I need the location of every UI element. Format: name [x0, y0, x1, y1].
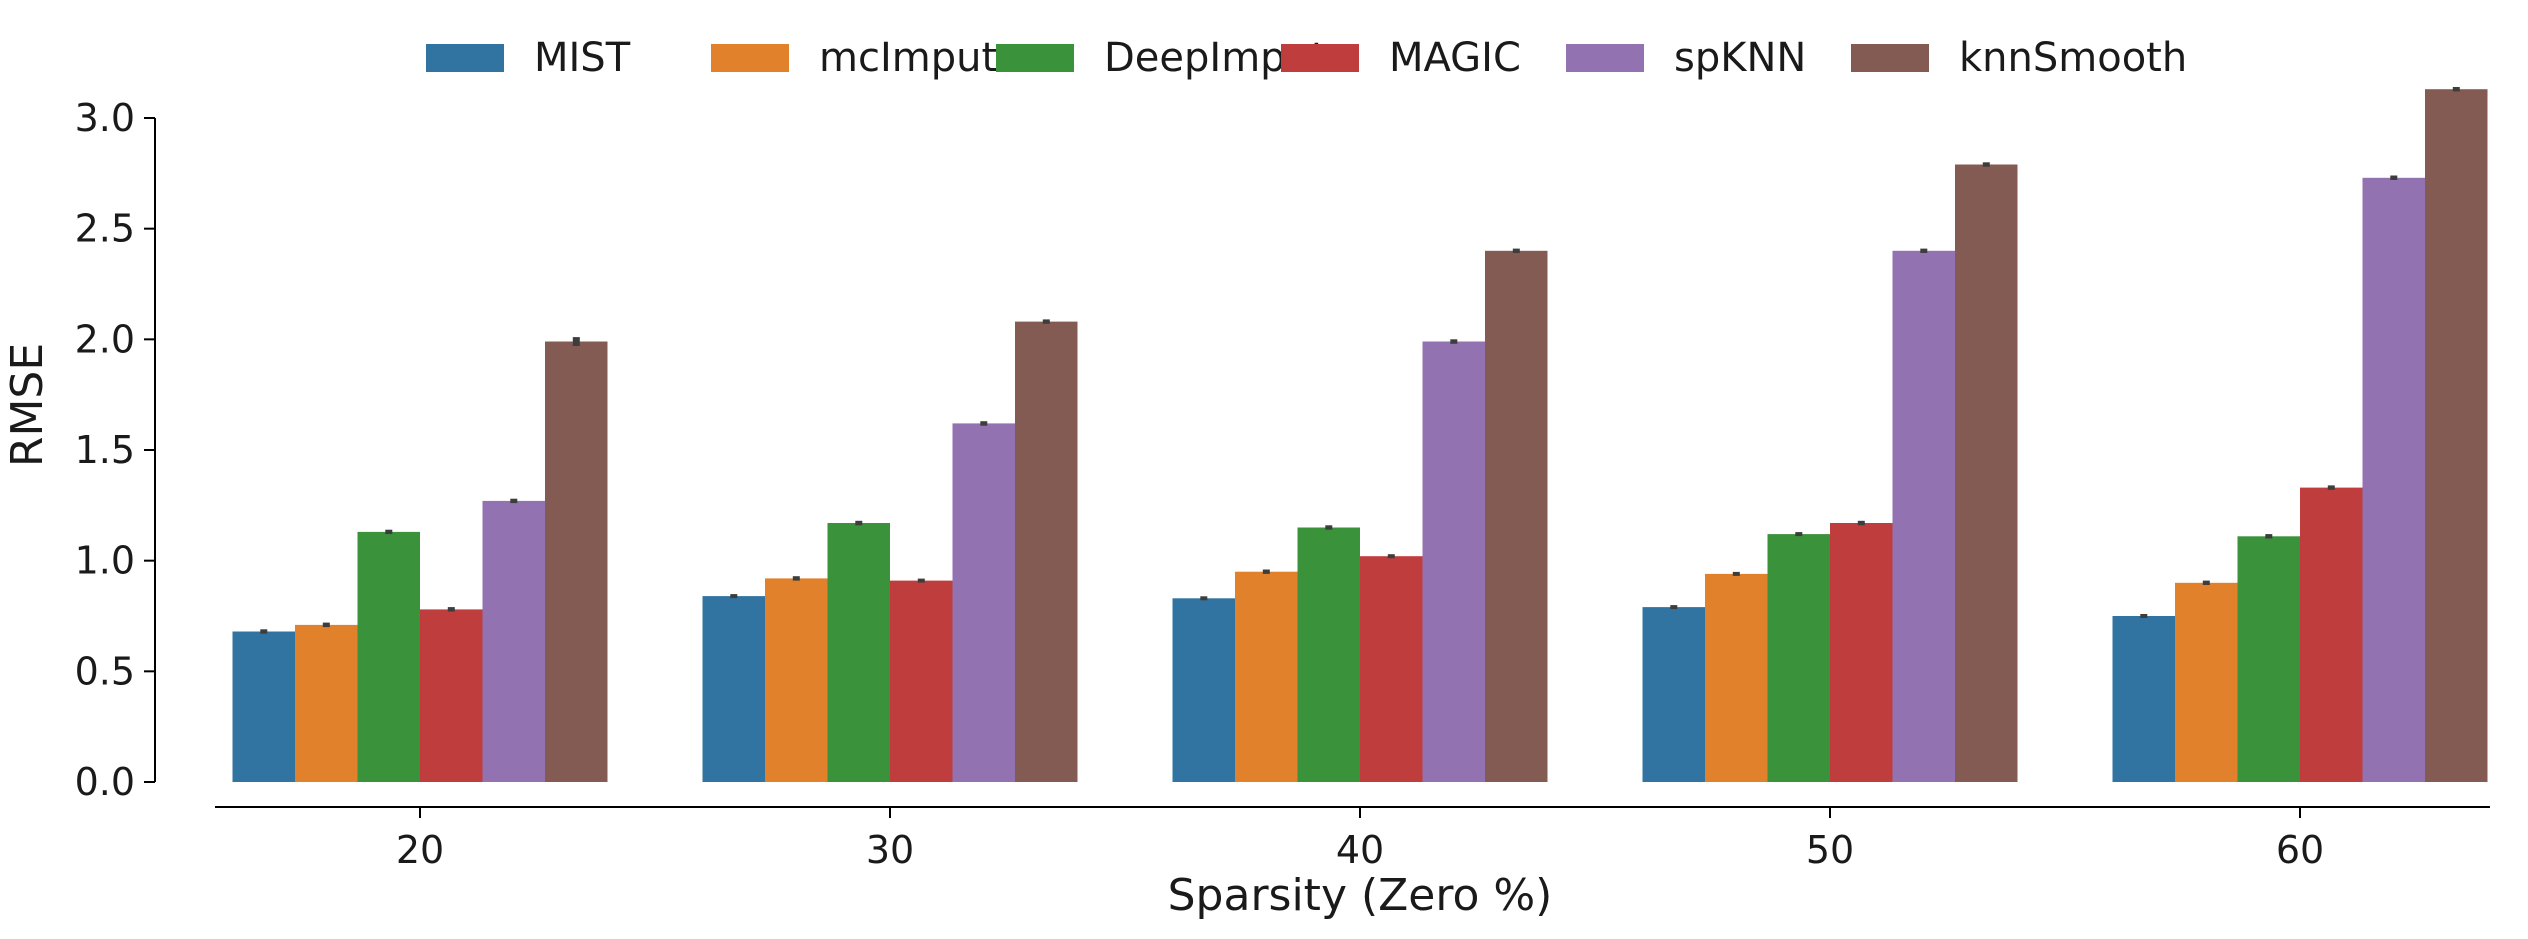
- bar-spKNN-20: [482, 500, 545, 782]
- bar-spKNN-30: [952, 423, 1015, 782]
- bar-DeepImpute-50: [1767, 534, 1830, 782]
- legend-swatch-MAGIC: [1281, 44, 1359, 72]
- x-axis-label: Sparsity (Zero %): [1168, 870, 1553, 921]
- legend-swatch-DeepImpute: [996, 44, 1074, 72]
- legend-label-mcImpute: mcImpute: [819, 35, 1022, 81]
- bar-spKNN-50: [1892, 250, 1955, 783]
- bar-MAGIC-30: [890, 580, 953, 782]
- legend-swatch-mcImpute: [711, 44, 789, 72]
- x-tick-label: 30: [866, 828, 914, 872]
- y-tick-label: 3.0: [75, 96, 135, 140]
- bar-MAGIC-50: [1830, 523, 1893, 782]
- bar-DeepImpute-60: [2237, 536, 2300, 782]
- y-tick-label: 0.0: [75, 760, 135, 804]
- bar-MAGIC-40: [1360, 556, 1423, 782]
- bar-MIST-30: [702, 596, 765, 782]
- bar-mcImpute-60: [2175, 582, 2238, 782]
- bar-mcImpute-40: [1235, 571, 1298, 782]
- bar-knnSmooth-30: [1015, 321, 1078, 782]
- bar-MIST-50: [1642, 607, 1705, 782]
- x-tick-label: 60: [2276, 828, 2324, 872]
- bar-spKNN-60: [2362, 177, 2425, 783]
- y-tick-label: 0.5: [75, 649, 135, 693]
- axes-layer: 0.0 0.5 1.0 1.5 2.0 2.5 3.0 20 30 40 50 60: [75, 96, 2490, 872]
- bar-knnSmooth-50: [1955, 164, 2018, 782]
- bar-DeepImpute-20: [357, 531, 420, 782]
- bar-MAGIC-20: [420, 609, 483, 782]
- bar-MIST-40: [1172, 598, 1235, 782]
- x-tick-label: 50: [1806, 828, 1854, 872]
- bar-mcImpute-30: [765, 578, 828, 782]
- bar-knnSmooth-60: [2425, 89, 2488, 782]
- bar-knnSmooth-40: [1485, 250, 1548, 783]
- y-tick-label: 2.5: [75, 207, 135, 251]
- bar-DeepImpute-30: [827, 523, 890, 782]
- bar-MIST-60: [2112, 616, 2175, 782]
- bar-MIST-20: [232, 631, 295, 782]
- legend-swatch-knnSmooth: [1851, 44, 1929, 72]
- bar-mcImpute-20: [295, 624, 358, 782]
- bar-DeepImpute-40: [1297, 527, 1360, 782]
- legend-label-spKNN: spKNN: [1674, 35, 1806, 81]
- y-tick-label: 2.0: [75, 317, 135, 361]
- x-tick-label: 20: [396, 828, 444, 872]
- bar-knnSmooth-20: [545, 341, 608, 782]
- bar-MAGIC-60: [2300, 487, 2363, 782]
- legend-label-MIST: MIST: [534, 35, 631, 81]
- legend-label-knnSmooth: knnSmooth: [1959, 35, 2187, 81]
- bar-mcImpute-50: [1705, 573, 1768, 782]
- bars-layer: [232, 87, 2488, 783]
- y-tick-label: 1.0: [75, 539, 135, 583]
- y-axis-label: RMSE: [2, 343, 53, 467]
- legend-swatch-spKNN: [1566, 44, 1644, 72]
- legend-swatch-MIST: [426, 44, 504, 72]
- legend: MIST mcImpute DeepImpute MAGIC spKNN knnSmoot…: [426, 35, 2187, 81]
- x-tick-label: 40: [1336, 828, 1384, 872]
- bar-spKNN-40: [1422, 341, 1485, 782]
- y-tick-label: 1.5: [75, 428, 135, 472]
- legend-label-MAGIC: MAGIC: [1389, 35, 1521, 81]
